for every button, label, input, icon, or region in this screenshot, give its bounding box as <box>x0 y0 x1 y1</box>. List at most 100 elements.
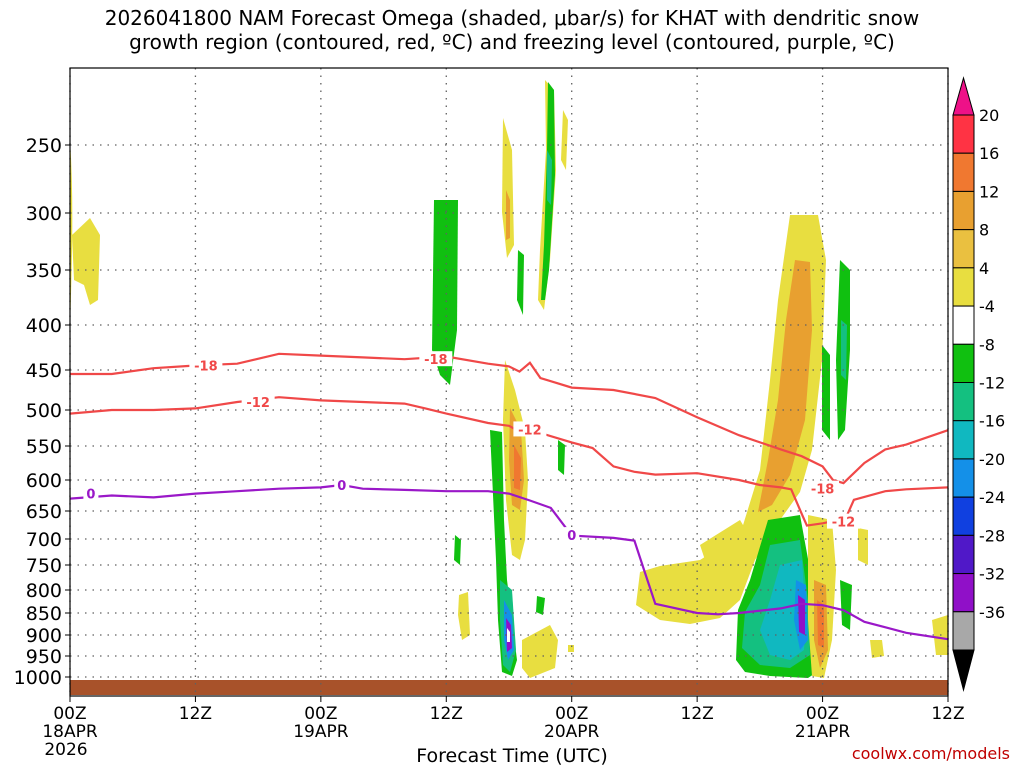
x-tick-date-label: 21APR <box>795 722 851 742</box>
x-tick-label: 00Z <box>304 704 337 724</box>
colorbar-swatch <box>952 152 975 192</box>
y-tick-label: 850 <box>26 603 62 625</box>
omega-area-red <box>817 600 824 648</box>
x-tick-year-label: 2026 <box>44 740 87 760</box>
colorbar-label: -4 <box>979 297 995 316</box>
contour-line <box>70 396 948 527</box>
colorbar-swatch <box>952 114 975 154</box>
omega-area-green <box>558 440 565 475</box>
contour-label-bg <box>826 513 860 529</box>
colorbar-swatch <box>952 496 975 536</box>
x-tick-label: 12Z <box>430 704 463 724</box>
colorbar-label: 8 <box>979 221 989 240</box>
omega-area-yellow <box>502 118 514 258</box>
y-tick-label: 750 <box>26 555 62 577</box>
omega-area-yellow <box>858 528 868 565</box>
y-tick-label: 500 <box>26 400 62 422</box>
colorbar-label: -16 <box>979 412 1005 431</box>
contour-label-bg <box>419 351 453 367</box>
colorbar-swatch <box>952 190 975 231</box>
y-tick-label: 900 <box>26 625 62 647</box>
ground-terrain <box>70 680 948 695</box>
colorbar-label: -8 <box>979 335 995 354</box>
x-tick-date-label: 18APR <box>42 722 98 742</box>
y-tick-label: 800 <box>26 580 62 602</box>
omega-area-yellow <box>700 520 755 560</box>
omega-area-teal <box>547 150 552 205</box>
omega-area-yellow <box>568 645 574 652</box>
colorbar-label: -32 <box>979 565 1005 584</box>
y-tick-label: 450 <box>26 360 62 382</box>
y-tick-label: 650 <box>26 501 62 523</box>
x-tick-date-label: 19APR <box>293 722 349 742</box>
omega-area-white <box>507 628 510 642</box>
contour-label-bg <box>334 476 350 492</box>
contour-label: -18 <box>194 360 218 375</box>
omega-area-yellow <box>561 110 568 170</box>
colorbar-label: 16 <box>979 144 999 163</box>
y-tick-label: 250 <box>26 135 62 157</box>
colorbar-top-arrow <box>952 76 975 116</box>
colorbar-label: 20 <box>979 106 999 125</box>
contour-label: -12 <box>246 396 270 411</box>
y-axis-ticks: 2503003504004505005506006507007508008509… <box>14 135 70 689</box>
colorbar-label: -36 <box>979 603 1005 622</box>
colorbar-label: 4 <box>979 259 989 278</box>
colorbar-swatch <box>952 267 975 307</box>
contour-line <box>70 483 948 641</box>
contour-label: -18 <box>811 483 835 498</box>
contour-label: 0 <box>86 488 95 503</box>
x-tick-date-label: 20APR <box>544 722 600 742</box>
contour-label-bg <box>564 527 580 543</box>
y-tick-label: 350 <box>26 260 62 282</box>
x-axis-title: Forecast Time (UTC) <box>416 745 608 767</box>
y-tick-label: 700 <box>26 529 62 551</box>
omega-area-green <box>432 200 458 385</box>
x-tick-label: 12Z <box>179 704 212 724</box>
omega-area-yellow <box>870 640 884 658</box>
omega-area-red <box>514 445 521 490</box>
contour-label-bg <box>241 394 275 409</box>
omega-shading <box>70 80 948 678</box>
chart-title: 2026041800 NAM Forecast Omega (shaded, μ… <box>0 6 1024 54</box>
omega-area-green <box>454 535 461 565</box>
y-tick-label: 400 <box>26 315 62 337</box>
colorbar-swatch <box>952 343 975 383</box>
contour-label-bg <box>83 485 99 501</box>
contour-label: -12 <box>832 516 856 531</box>
x-tick-label: 00Z <box>53 704 86 724</box>
omega-area-yellow <box>458 592 470 640</box>
omega-area-yellow <box>522 625 558 678</box>
y-tick-label: 600 <box>26 470 62 492</box>
omega-area-purple <box>798 595 805 635</box>
omega-area-orange <box>506 190 510 240</box>
omega-area-cyan <box>760 560 806 660</box>
colorbar-label: 12 <box>979 182 999 201</box>
x-tick-label: 12Z <box>931 704 964 724</box>
colorbar-label: -28 <box>979 526 1005 545</box>
omega-area-green <box>536 596 545 615</box>
title-line-1: 2026041800 NAM Forecast Omega (shaded, μ… <box>104 6 920 30</box>
colorbar-swatch <box>952 458 975 498</box>
colorbar-swatch <box>952 611 975 651</box>
credit-link[interactable]: coolwx.com/models <box>851 744 1010 763</box>
omega-area-yellow <box>72 218 100 305</box>
title-line-2: growth region (contoured, red, ºC) and f… <box>129 30 895 54</box>
y-tick-label: 950 <box>26 646 62 668</box>
colorbar-label: -24 <box>979 488 1005 507</box>
plot-frame <box>69 67 949 697</box>
x-tick-label: 12Z <box>681 704 714 724</box>
omega-area-green <box>822 345 830 440</box>
contour-label-bg <box>513 421 547 437</box>
colorbar-swatch <box>952 573 975 613</box>
colorbar-swatch <box>952 420 975 460</box>
omega-area-green <box>840 580 852 630</box>
colorbar-swatch <box>952 305 975 345</box>
contour-label: -18 <box>424 353 448 368</box>
omega-area-green <box>517 250 524 315</box>
chart-contours: -18 -18 -18 -12 -12 -12 0 0 0 <box>70 351 948 641</box>
omega-area-orange <box>758 260 812 512</box>
x-tick-label: 00Z <box>806 704 839 724</box>
y-tick-label: 1000 <box>14 667 62 689</box>
